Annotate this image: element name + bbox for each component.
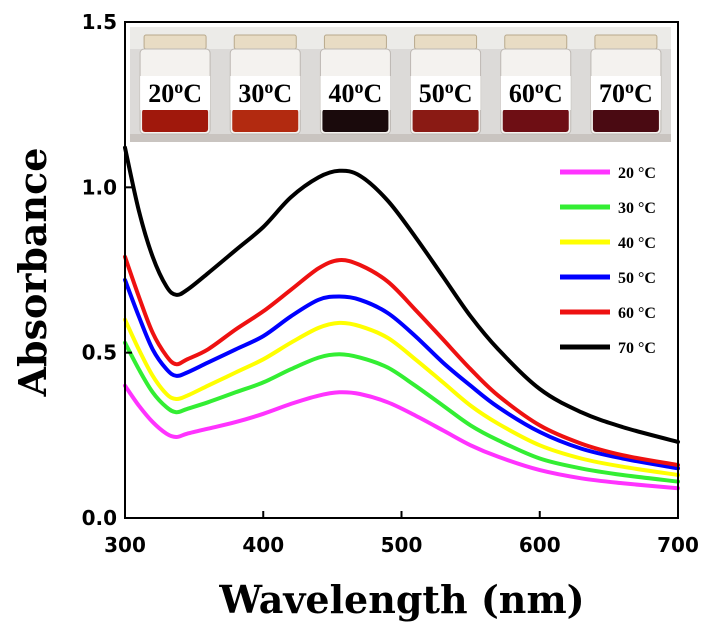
series-line: [123, 383, 680, 491]
vial-liquid: [502, 109, 569, 132]
series-line: [123, 317, 680, 477]
vial-cap: [233, 34, 297, 50]
y-tick-label: 1.0: [82, 175, 117, 199]
x-tick-label: 700: [657, 533, 699, 557]
vial-label-background: [500, 76, 571, 110]
vial-label-background: [230, 76, 301, 110]
series-line: [123, 277, 680, 471]
y-axis-title: Absorbance: [10, 148, 55, 398]
series-line: [123, 340, 680, 484]
vial-liquid: [322, 109, 389, 132]
legend-label: 40 °C: [618, 235, 656, 252]
vial-cap: [143, 34, 207, 50]
vial-label: 70oC: [599, 77, 653, 108]
vial-label: 30oC: [238, 77, 292, 108]
y-tick-label: 0.0: [82, 506, 117, 530]
vial-cap: [594, 34, 658, 50]
vial-label-background: [140, 76, 211, 110]
x-tick-label: 400: [242, 533, 284, 557]
x-tick-label: 300: [104, 533, 146, 557]
legend-label: 60 °C: [618, 305, 656, 322]
vial-cap: [414, 34, 478, 50]
x-tick-label: 600: [519, 533, 561, 557]
series-line: [123, 254, 680, 468]
inset-shelf: [130, 134, 671, 142]
x-axis-title: Wavelength (nm): [218, 577, 584, 622]
legend-label: 30 °C: [618, 200, 656, 217]
vial-label: 60oC: [509, 77, 563, 108]
vial-liquid: [412, 109, 479, 132]
vial-cap: [323, 34, 387, 50]
legend: 20 °C 30 °C 40 °C 50 °C 60 °C 70 °C: [560, 165, 656, 357]
y-tick-label: 0.5: [82, 341, 117, 365]
series-lines: [123, 145, 680, 491]
vial-label: 20oC: [148, 77, 202, 108]
axes: 300 400 500 600 700 0.0 0.5 1.0 1.5: [82, 10, 699, 557]
series-line: [123, 145, 680, 444]
x-tick-label: 500: [381, 533, 423, 557]
y-tick-label: 1.5: [82, 10, 117, 34]
vial-label-background: [320, 76, 391, 110]
vial-label: 50oC: [419, 77, 473, 108]
vial-liquid: [592, 109, 659, 132]
inset-top-band: [130, 27, 671, 49]
legend-label: 70 °C: [618, 340, 656, 357]
legend-label: 20 °C: [618, 165, 656, 182]
vial-liquid: [142, 109, 209, 132]
legend-label: 50 °C: [618, 270, 656, 287]
vial-label-background: [410, 76, 481, 110]
vial-cap: [504, 34, 568, 50]
vial-label-background: [590, 76, 661, 110]
vial-label: 40oC: [329, 77, 383, 108]
inset-photo: 20oC 30oC 40oC 50oC 60oC 70oC: [130, 27, 671, 142]
vial-liquid: [232, 109, 299, 132]
